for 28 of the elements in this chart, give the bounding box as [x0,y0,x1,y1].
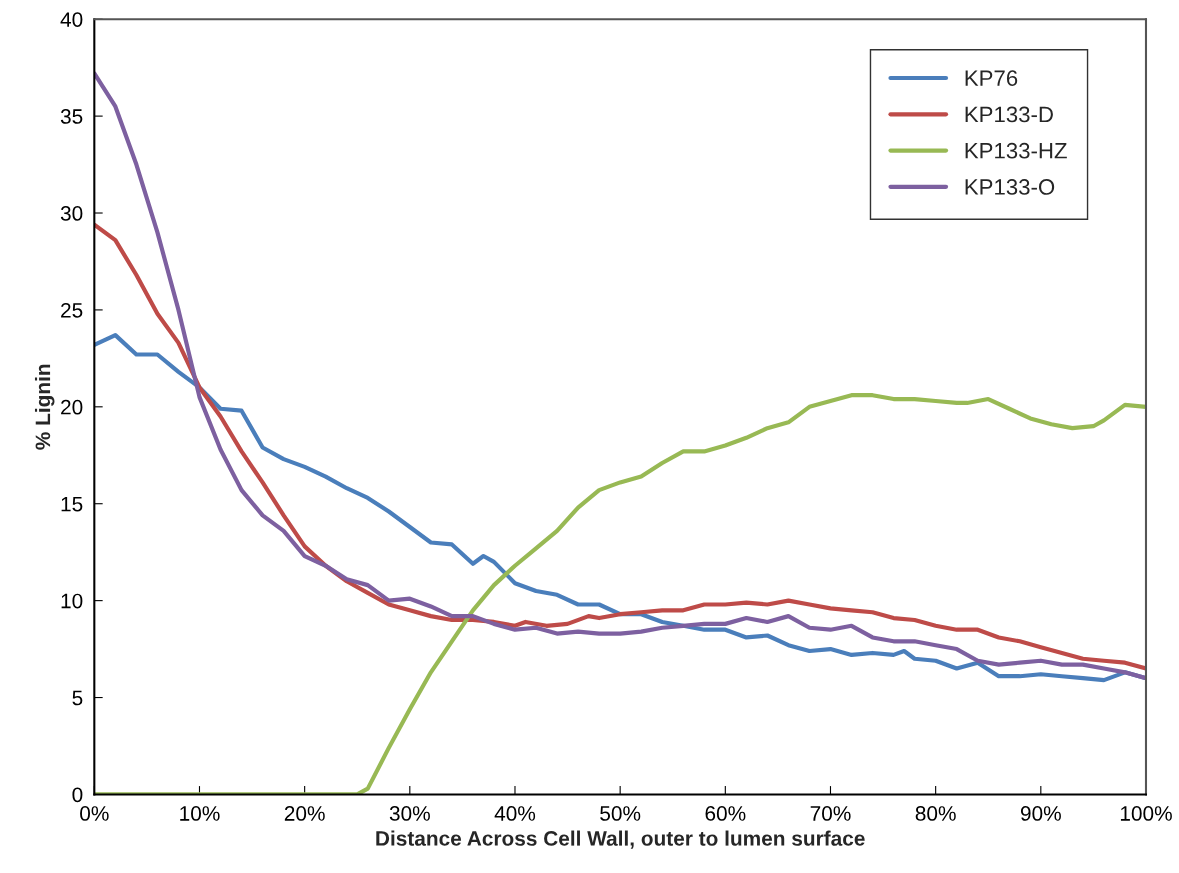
x-tick-label: 100% [1120,806,1172,821]
y-tick-label: 25 [61,302,83,318]
x-tick-label: 60% [705,806,746,821]
y-tick-label: 20 [61,399,83,415]
legend-label: KP133-D [965,106,1053,123]
legend-label: KP133-O [965,179,1055,195]
x-tick-label: 70% [810,806,851,821]
x-tick-label: 40% [494,806,536,821]
x-tick-label: 20% [284,806,325,821]
y-tick-label: 10 [61,593,83,609]
legend-label: KP76 [965,70,1018,87]
y-tick-label: 5 [72,690,83,706]
y-tick-label: 40 [60,12,83,27]
x-tick-label: 0% [80,806,109,821]
y-axis-title: % Lignin [34,364,55,450]
x-axis-title: Distance Across Cell Wall, outer to lumen surface [376,830,865,849]
x-tick-label: 10% [180,806,220,821]
y-tick-label: 30 [60,206,83,221]
y-tick-label: 35 [60,109,83,124]
x-tick-label: 50% [600,806,641,821]
legend-label: KP133-HZ [965,142,1067,159]
line-series [94,222,1146,671]
x-tick-label: 90% [1020,806,1061,821]
x-tick-label: 80% [915,806,956,821]
x-tick-label: 30% [389,806,430,821]
y-tick-label: 15 [61,496,83,512]
line-series [94,71,1146,681]
y-tick-label: 0 [72,787,83,803]
